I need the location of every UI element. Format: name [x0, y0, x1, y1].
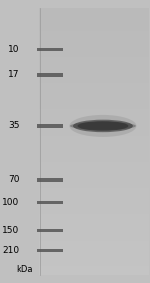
- Text: 210: 210: [2, 246, 20, 255]
- Text: 17: 17: [8, 70, 20, 80]
- FancyBboxPatch shape: [37, 178, 63, 182]
- FancyBboxPatch shape: [37, 229, 63, 233]
- FancyBboxPatch shape: [37, 249, 63, 252]
- Ellipse shape: [77, 121, 128, 131]
- Text: kDa: kDa: [16, 265, 33, 274]
- Ellipse shape: [69, 115, 136, 137]
- FancyBboxPatch shape: [37, 124, 63, 128]
- FancyBboxPatch shape: [37, 200, 63, 204]
- Ellipse shape: [73, 120, 133, 132]
- Ellipse shape: [70, 122, 136, 130]
- Text: 70: 70: [8, 175, 20, 184]
- Text: 150: 150: [2, 226, 20, 235]
- Text: 10: 10: [8, 45, 20, 54]
- FancyBboxPatch shape: [37, 73, 63, 77]
- Text: 35: 35: [8, 121, 20, 130]
- Text: 100: 100: [2, 198, 20, 207]
- FancyBboxPatch shape: [37, 48, 63, 52]
